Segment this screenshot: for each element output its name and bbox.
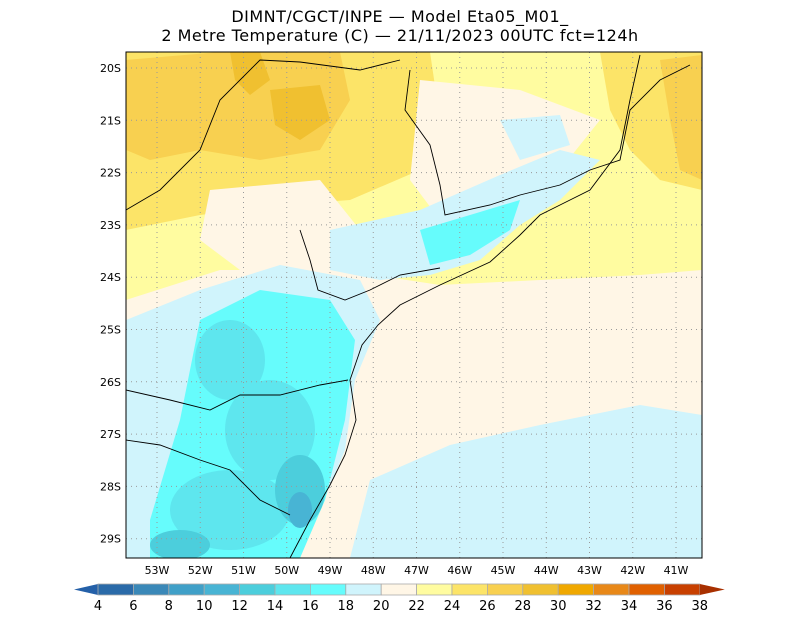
latitude-label: 28S xyxy=(100,480,121,493)
colorbar-tick-label: 10 xyxy=(196,599,213,614)
state-border xyxy=(126,379,349,411)
colorbar-swatch xyxy=(664,583,701,596)
colorbar: 4 6 8 10 12 14 16 18 20 22 24 26 28 30 32 34 36 38 xyxy=(74,583,725,614)
colorbar-tick-label: 20 xyxy=(373,599,390,614)
longitude-label: 52W xyxy=(188,564,213,577)
colorbar-swatch xyxy=(557,583,595,596)
colorbar-tick-label: 18 xyxy=(338,599,355,614)
map-title-line-2: 2 Metre Temperature (C) — 21/11/2023 00U… xyxy=(161,26,639,45)
colorbar-tick-label: 30 xyxy=(550,599,567,614)
latitude-label: 22S xyxy=(100,167,121,180)
colorbar-tick-label: 4 xyxy=(94,599,102,614)
latitude-label: 27S xyxy=(100,428,121,441)
colorbar-tick-label: 34 xyxy=(621,599,638,614)
state-border xyxy=(126,439,291,516)
state-border xyxy=(299,229,441,301)
colorbar-swatch xyxy=(203,583,240,596)
colorbar-tick-label: 38 xyxy=(692,599,709,614)
colorbar-tick-label: 28 xyxy=(515,599,532,614)
colorbar-swatch xyxy=(416,583,453,596)
state-border xyxy=(404,64,691,216)
latitude-label: 21S xyxy=(100,114,121,127)
colorbar-tick-label: 14 xyxy=(267,599,284,614)
colorbar-swatch xyxy=(345,583,382,596)
longitude-label: 47W xyxy=(404,564,429,577)
latitude-label: 29S xyxy=(100,533,121,546)
colorbar-swatch xyxy=(593,583,630,596)
coastline xyxy=(289,54,641,558)
longitude-label: 42W xyxy=(620,564,645,577)
longitude-label: 48W xyxy=(361,564,386,577)
colorbar-swatch xyxy=(168,583,205,596)
colorbar-tick-label: 26 xyxy=(479,599,496,614)
colorbar-tick-label: 8 xyxy=(165,599,173,614)
longitude-label: 50W xyxy=(274,564,299,577)
colorbar-swatch xyxy=(380,583,418,596)
latitude-label: 26S xyxy=(100,376,121,389)
colorbar-swatch xyxy=(239,583,276,596)
colorbar-tick-label: 32 xyxy=(585,599,602,614)
colorbar-swatch xyxy=(486,583,524,596)
colorbar-swatch xyxy=(132,583,170,596)
longitude-label: 45W xyxy=(491,564,516,577)
longitude-label: 44W xyxy=(534,564,559,577)
colorbar-over-arrow xyxy=(699,584,725,595)
longitude-label: 49W xyxy=(318,564,343,577)
colorbar-swatch xyxy=(309,583,347,596)
colorbar-tick-label: 12 xyxy=(231,599,248,614)
latitude-labels: 20S 21S 22S 23S 24S 25S 26S 27S 28S 29S xyxy=(100,62,121,546)
colorbar-tick-label: 36 xyxy=(656,599,673,614)
colorbar-tick-label: 22 xyxy=(408,599,425,614)
latitude-label: 23S xyxy=(100,219,121,232)
longitude-labels: 53W 52W 51W 50W 49W 48W 47W 46W 45W 44W 43W 42W 41W xyxy=(145,564,689,577)
colorbar-swatch xyxy=(274,583,311,596)
longitude-label: 51W xyxy=(231,564,256,577)
map-title-line-1: DIMNT/CGCT/INPE — Model Eta05_M01_ xyxy=(231,7,569,26)
map-frame xyxy=(125,51,703,559)
longitude-label: 43W xyxy=(577,564,602,577)
temperature-field xyxy=(126,52,702,558)
graticule xyxy=(126,52,702,558)
colorbar-tick-label: 6 xyxy=(129,599,137,614)
longitude-label: 41W xyxy=(664,564,689,577)
colorbar-swatch xyxy=(522,583,559,596)
colorbar-swatch xyxy=(97,583,134,596)
colorbar-under-arrow xyxy=(74,584,98,595)
colorbar-tick-label: 24 xyxy=(444,599,461,614)
colorbar-swatch xyxy=(451,583,488,596)
longitude-label: 53W xyxy=(145,564,170,577)
state-border xyxy=(126,59,401,211)
colorbar-tick-label: 16 xyxy=(302,599,319,614)
latitude-label: 20S xyxy=(100,62,121,75)
colorbar-swatch xyxy=(628,583,665,596)
longitude-label: 46W xyxy=(447,564,472,577)
latitude-label: 24S xyxy=(100,271,121,284)
latitude-label: 25S xyxy=(100,324,121,337)
coastline-and-borders xyxy=(126,54,691,558)
